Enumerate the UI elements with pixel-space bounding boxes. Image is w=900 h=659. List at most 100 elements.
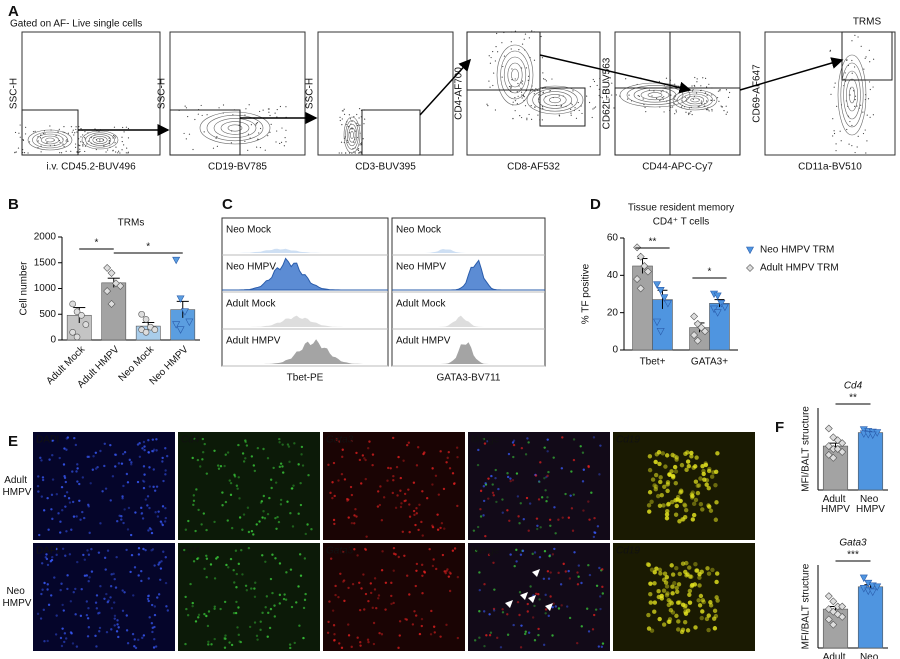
signal xyxy=(571,529,575,532)
event-dot xyxy=(572,90,574,92)
signal xyxy=(415,507,418,510)
signal xyxy=(273,604,276,607)
signal xyxy=(87,553,91,556)
signal xyxy=(159,567,163,570)
event-dot xyxy=(494,60,496,62)
signal xyxy=(418,503,421,507)
event-dot xyxy=(121,149,123,151)
signal xyxy=(103,464,106,468)
signal xyxy=(506,509,509,512)
signal xyxy=(289,568,293,571)
signal xyxy=(109,596,112,599)
signal xyxy=(350,645,353,649)
signal xyxy=(570,507,574,510)
signal xyxy=(232,569,235,572)
signal xyxy=(256,638,259,641)
x-axis-label: i.v. CD45.2-BUV496 xyxy=(46,162,136,173)
signal xyxy=(74,587,77,591)
signal xyxy=(285,571,288,574)
signal xyxy=(364,477,367,481)
signal xyxy=(479,489,483,493)
event-dot xyxy=(659,100,661,102)
signal xyxy=(278,593,282,597)
signal xyxy=(405,574,409,577)
signal xyxy=(270,486,273,490)
signal xyxy=(663,464,668,469)
event-dot xyxy=(37,146,39,149)
y-axis-label: CD4-AF700 xyxy=(454,67,465,120)
signal xyxy=(402,459,405,462)
signal xyxy=(193,437,196,441)
signal xyxy=(572,438,576,441)
signal xyxy=(652,570,657,575)
signal xyxy=(213,605,216,608)
signal xyxy=(132,594,135,597)
signal xyxy=(551,553,555,556)
signal xyxy=(343,599,346,603)
signal xyxy=(224,634,227,637)
signal xyxy=(451,549,455,552)
event-dot xyxy=(270,123,272,125)
event-dot xyxy=(516,91,518,93)
signal xyxy=(557,607,561,610)
signal xyxy=(253,595,257,598)
signal xyxy=(86,635,90,638)
arrowhead xyxy=(520,592,528,600)
signal xyxy=(403,492,407,496)
data-point xyxy=(824,615,833,624)
signal xyxy=(372,642,376,646)
signal xyxy=(690,493,695,499)
signal xyxy=(151,438,155,441)
signal xyxy=(546,570,550,573)
signal xyxy=(516,495,520,498)
signal xyxy=(682,514,688,520)
signal xyxy=(473,639,477,642)
event-dot xyxy=(602,106,604,108)
signal xyxy=(91,468,95,471)
event-dot xyxy=(84,150,86,153)
signal xyxy=(205,554,208,557)
signal xyxy=(253,587,256,590)
signal xyxy=(662,571,668,576)
signal xyxy=(65,530,68,533)
signal xyxy=(411,623,415,626)
arrowhead xyxy=(528,595,536,603)
signal xyxy=(567,516,571,519)
event-dot xyxy=(518,85,520,87)
data-point xyxy=(633,243,642,252)
signal xyxy=(397,555,400,559)
event-dot xyxy=(206,114,208,116)
signal xyxy=(664,453,670,458)
signal xyxy=(439,526,442,530)
signal xyxy=(153,489,157,492)
event-dot xyxy=(851,72,853,74)
event-dot xyxy=(62,143,64,145)
signal xyxy=(518,522,521,525)
signal xyxy=(664,584,670,589)
signal xyxy=(289,646,292,650)
signal xyxy=(408,530,411,534)
signal xyxy=(562,562,565,566)
event-dot xyxy=(517,95,519,97)
event-dot xyxy=(521,43,524,45)
signal xyxy=(667,617,673,622)
signal xyxy=(548,554,551,558)
signal xyxy=(367,599,370,603)
histogram xyxy=(222,257,388,291)
signal xyxy=(164,473,167,476)
gate xyxy=(21,109,79,156)
signal xyxy=(715,451,720,456)
signal xyxy=(398,634,401,637)
event-dot xyxy=(489,62,492,64)
signal xyxy=(233,581,236,584)
signal xyxy=(542,577,546,581)
signal xyxy=(397,646,400,650)
signal xyxy=(593,531,596,534)
event-dot xyxy=(276,108,278,111)
event-dot xyxy=(531,85,533,87)
event-dot xyxy=(541,119,543,121)
signal xyxy=(369,582,372,585)
signal xyxy=(704,482,709,487)
contour xyxy=(843,70,861,120)
signal xyxy=(59,636,63,640)
